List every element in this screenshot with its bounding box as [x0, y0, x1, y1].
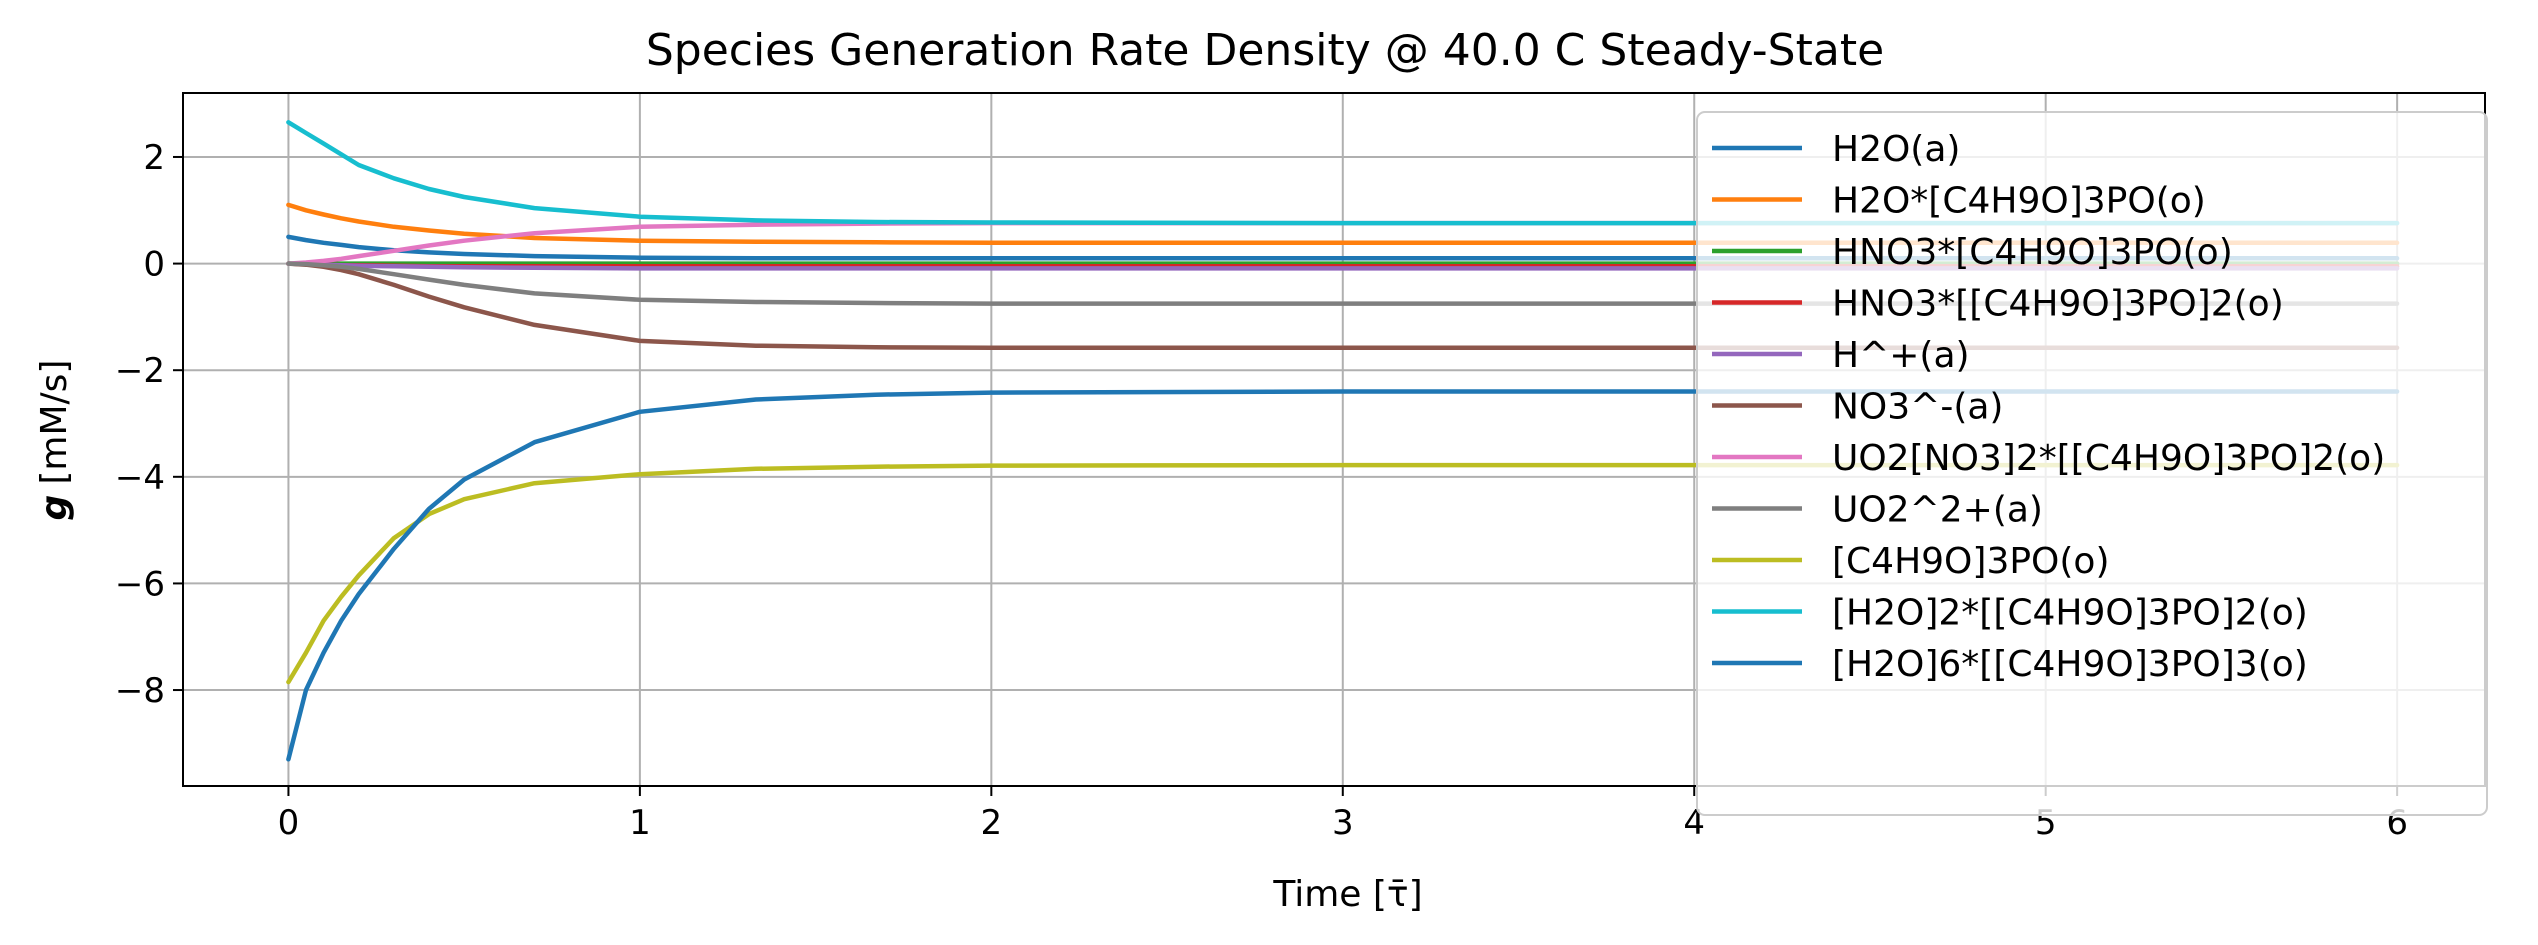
- x-tick-label: 1: [629, 803, 651, 843]
- y-tick-label: 2: [143, 138, 165, 178]
- legend-label-7: UO2^2+(a): [1832, 490, 2043, 531]
- x-tick-label: 2: [981, 803, 1003, 843]
- y-axis-label: g [mM/s]: [34, 360, 75, 521]
- legend-label-8: [C4H9O]3PO(o): [1832, 541, 2110, 582]
- legend-label-5: NO3^-(a): [1832, 387, 2003, 428]
- y-ticks: 2 0 −2 −4 −6 −8: [115, 138, 183, 711]
- series-line-10: [286, 389, 2400, 762]
- legend-label-1: H2O*[C4H9O]3PO(o): [1832, 181, 2206, 222]
- legend-label-0: H2O(a): [1832, 129, 1960, 170]
- y-tick-label: −2: [115, 351, 165, 391]
- series-group: [286, 120, 2400, 762]
- legend-box: [1696, 111, 2488, 816]
- x-tick-label: 3: [1332, 803, 1354, 843]
- legend-label-2: HNO3*[C4H9O]3PO(o): [1832, 232, 2233, 273]
- chart-title: Species Generation Rate Density @ 40.0 C…: [646, 25, 1884, 76]
- series-line-8: [286, 462, 2400, 685]
- legend-label-4: H^+(a): [1832, 335, 1970, 376]
- x-tick-label: 0: [278, 803, 300, 843]
- legend-label-3: HNO3*[[C4H9O]3PO]2(o): [1832, 284, 2284, 325]
- series-line-1: [286, 202, 2400, 246]
- series-line-5: [286, 261, 2400, 351]
- legend-label-10: [H2O]6*[[C4H9O]3PO]3(o): [1832, 644, 2308, 685]
- y-tick-label: 0: [143, 245, 165, 285]
- y-tick-label: −6: [115, 564, 165, 604]
- series-line-0: [286, 234, 2400, 261]
- series-line-7: [286, 261, 2400, 306]
- y-axis-label-symbol: g: [34, 495, 75, 521]
- series-line-9: [286, 120, 2400, 226]
- legend-label-9: [H2O]2*[[C4H9O]3PO]2(o): [1832, 593, 2308, 634]
- x-axis-label: Time [τ̄]: [1272, 874, 1422, 915]
- y-tick-label: −8: [115, 671, 165, 711]
- legend-label-6: UO2[NO3]2*[[C4H9O]3PO]2(o): [1832, 438, 2385, 479]
- y-axis-label-unit: [mM/s]: [34, 360, 75, 485]
- legend: H2O(a) H2O*[C4H9O]3PO(o) HNO3*[C4H9O]3PO(o…: [1696, 111, 2488, 816]
- y-tick-label: −4: [115, 458, 165, 498]
